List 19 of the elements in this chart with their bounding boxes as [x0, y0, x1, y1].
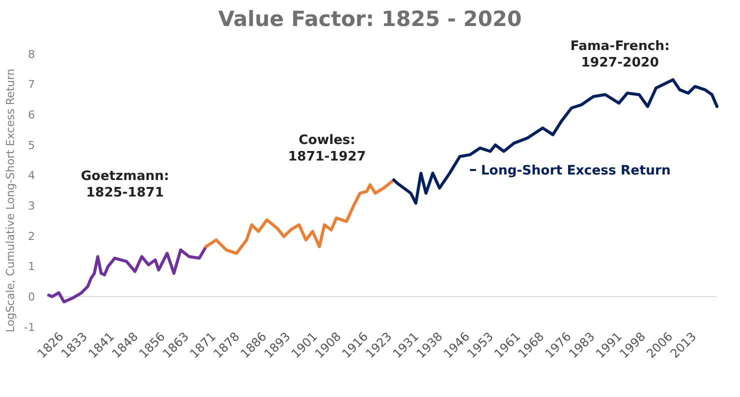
y-tick-label: 6: [28, 108, 35, 122]
chart-title: Value Factor: 1825 - 2020: [218, 7, 522, 31]
y-tick-label: -1: [24, 320, 35, 334]
y-tick-label: 0: [28, 290, 35, 304]
y-tick-label: 7: [28, 78, 35, 92]
y-axis-title: LogScale, Cumulative Long-Short Excess Return: [4, 68, 17, 332]
y-tick-label: 1: [28, 260, 35, 274]
annotation: Cowles: 1871-1927: [288, 133, 366, 164]
y-tick-label: 5: [28, 138, 35, 152]
annotation: Goetzmann: 1825-1871: [80, 169, 170, 200]
legend-label: Long-Short Excess Return: [481, 164, 671, 179]
annotation: Fama-French: 1927-2020: [570, 39, 670, 70]
line-series: [47, 245, 208, 304]
y-tick-label: 3: [28, 200, 35, 213]
y-tick-label: 4: [28, 169, 35, 182]
y-tick-label: 8: [28, 48, 35, 61]
line-series: [392, 78, 718, 205]
y-tick-label: 2: [28, 230, 35, 243]
line-series: [204, 178, 396, 255]
